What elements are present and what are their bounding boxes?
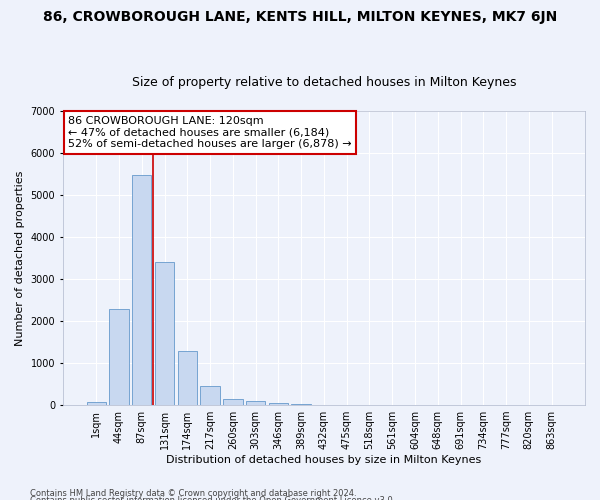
Text: 86 CROWBOROUGH LANE: 120sqm
← 47% of detached houses are smaller (6,184)
52% of : 86 CROWBOROUGH LANE: 120sqm ← 47% of det… <box>68 116 352 149</box>
Bar <box>223 398 242 405</box>
Bar <box>132 175 151 405</box>
X-axis label: Distribution of detached houses by size in Milton Keynes: Distribution of detached houses by size … <box>166 455 482 465</box>
Text: Contains public sector information licensed under the Open Government Licence v3: Contains public sector information licen… <box>30 496 395 500</box>
Bar <box>109 308 128 405</box>
Bar <box>155 262 174 405</box>
Bar <box>200 386 220 405</box>
Title: Size of property relative to detached houses in Milton Keynes: Size of property relative to detached ho… <box>131 76 516 90</box>
Text: 86, CROWBOROUGH LANE, KENTS HILL, MILTON KEYNES, MK7 6JN: 86, CROWBOROUGH LANE, KENTS HILL, MILTON… <box>43 10 557 24</box>
Bar <box>178 350 197 405</box>
Bar <box>292 404 311 405</box>
Text: Contains HM Land Registry data © Crown copyright and database right 2024.: Contains HM Land Registry data © Crown c… <box>30 488 356 498</box>
Bar <box>269 403 288 405</box>
Y-axis label: Number of detached properties: Number of detached properties <box>15 170 25 346</box>
Bar <box>86 402 106 405</box>
Bar <box>246 402 265 405</box>
